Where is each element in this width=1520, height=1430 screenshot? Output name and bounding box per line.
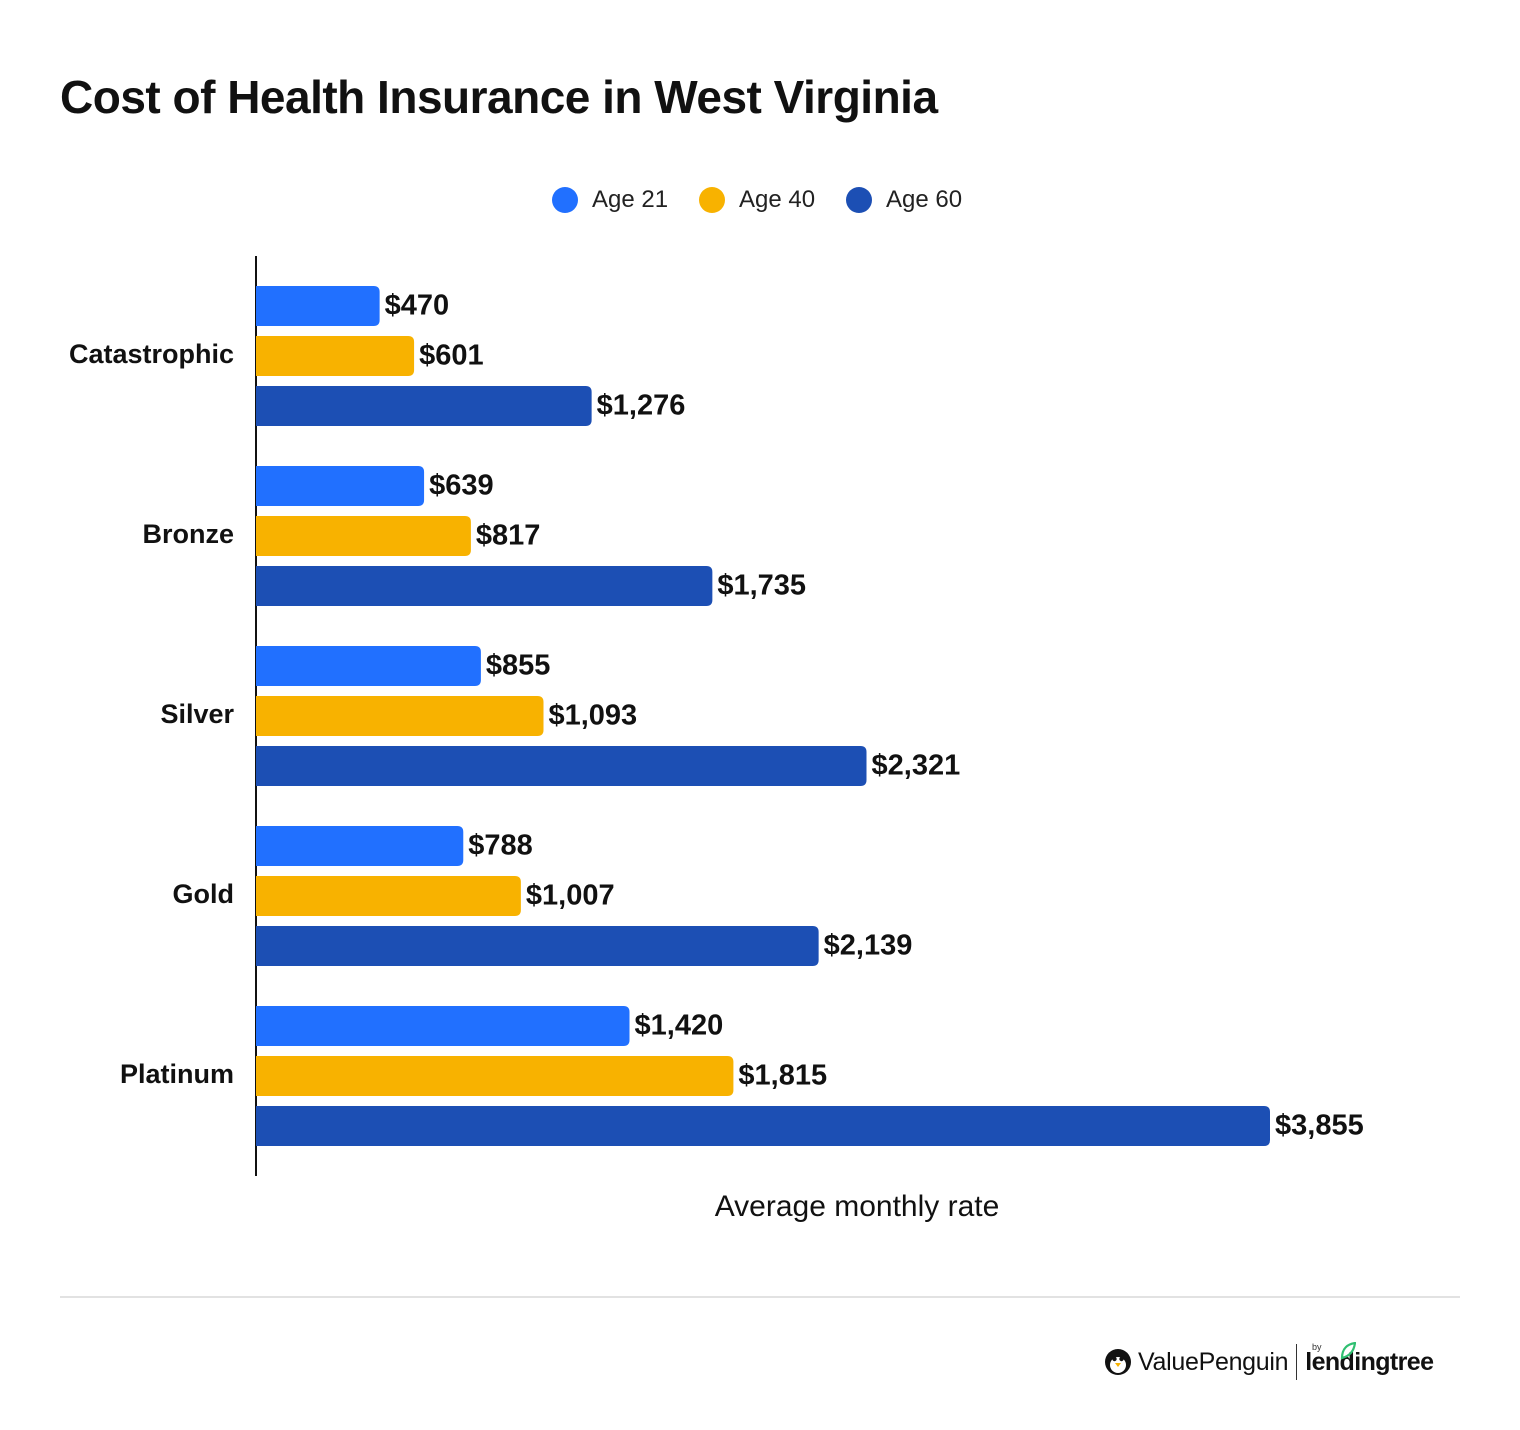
bar-silver-age-21 — [256, 646, 481, 686]
bar-gold-age-21 — [256, 826, 464, 866]
brand-lendingtree: lendingtree — [1305, 1347, 1434, 1376]
legend-item-age-21: Age 21 — [552, 183, 668, 217]
legend: Age 21 Age 40 Age 60 — [0, 183, 1520, 217]
bar-gold-age-60 — [256, 926, 819, 966]
legend-label-age-60: Age 60 — [886, 186, 963, 213]
legend-item-age-40: Age 40 — [699, 183, 815, 217]
chart-title: Cost of Health Insurance in West Virgini… — [60, 71, 938, 123]
brand-valuepenguin: ValuePenguin — [1138, 1347, 1289, 1376]
bar-platinum-age-40 — [256, 1056, 734, 1096]
footer-divider — [60, 1296, 1460, 1298]
legend-label-age-21: Age 21 — [592, 186, 669, 213]
legend-swatch-age-60 — [846, 187, 872, 213]
bar-catastrophic-age-60 — [256, 386, 592, 426]
data-label-silver-age-40: $1,093 — [548, 700, 637, 732]
data-label-bronze-age-60: $1,735 — [717, 570, 806, 602]
brand-logo: ValuePenguin by lendingtree — [1104, 1342, 1434, 1382]
category-label-catastrophic: Catastrophic — [69, 339, 234, 369]
brand-separator — [1296, 1344, 1298, 1380]
data-label-catastrophic-age-40: $601 — [419, 340, 484, 372]
legend-swatch-age-21 — [552, 187, 578, 213]
bar-gold-age-40 — [256, 876, 521, 916]
data-label-silver-age-21: $855 — [486, 650, 551, 682]
data-label-gold-age-60: $2,139 — [824, 930, 913, 962]
bar-bronze-age-40 — [256, 516, 471, 556]
bar-catastrophic-age-21 — [256, 286, 380, 326]
data-label-platinum-age-40: $1,815 — [738, 1060, 827, 1092]
legend-label-age-40: Age 40 — [739, 186, 816, 213]
category-label-gold: Gold — [173, 879, 235, 909]
category-label-silver: Silver — [160, 699, 234, 729]
x-axis-label: Average monthly rate — [715, 1190, 1000, 1223]
bar-platinum-age-60 — [256, 1106, 1270, 1146]
data-label-silver-age-60: $2,321 — [872, 750, 961, 782]
brand-by: by — [1312, 1342, 1322, 1352]
bar-bronze-age-60 — [256, 566, 713, 606]
legend-item-age-60: Age 60 — [846, 183, 962, 217]
legend-swatch-age-40 — [699, 187, 725, 213]
data-label-gold-age-21: $788 — [468, 830, 533, 862]
bar-catastrophic-age-40 — [256, 336, 415, 376]
bar-platinum-age-21 — [256, 1006, 630, 1046]
bar-silver-age-60 — [256, 746, 867, 786]
data-label-catastrophic-age-21: $470 — [385, 290, 450, 322]
data-label-catastrophic-age-60: $1,276 — [597, 390, 686, 422]
data-label-gold-age-40: $1,007 — [526, 880, 615, 912]
data-label-platinum-age-60: $3,855 — [1275, 1110, 1364, 1142]
category-label-platinum: Platinum — [120, 1059, 234, 1089]
category-label-bronze: Bronze — [142, 519, 234, 549]
bar-chart: Catastrophic $470 $601 $1,276 Bronze $639 $817… — [69, 256, 1364, 1223]
data-label-platinum-age-21: $1,420 — [635, 1010, 724, 1042]
data-label-bronze-age-40: $817 — [476, 520, 541, 552]
penguin-icon — [1105, 1349, 1131, 1375]
bar-bronze-age-21 — [256, 466, 425, 506]
data-label-bronze-age-21: $639 — [429, 470, 494, 502]
bar-silver-age-40 — [256, 696, 544, 736]
leaf-icon — [1340, 1342, 1356, 1360]
